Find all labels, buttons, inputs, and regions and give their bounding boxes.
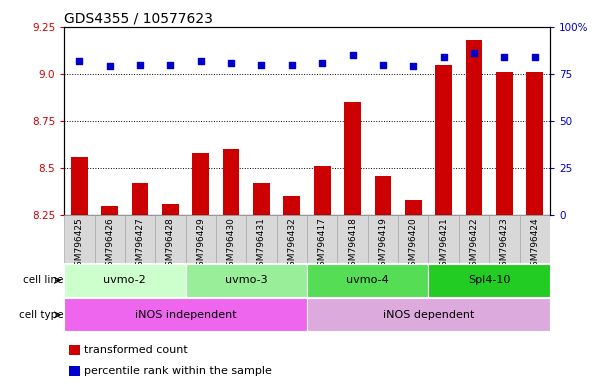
Text: GSM796426: GSM796426 xyxy=(105,217,114,272)
Bar xyxy=(307,264,428,297)
Text: uvmo-2: uvmo-2 xyxy=(103,275,146,285)
Point xyxy=(530,54,540,60)
Text: GSM796432: GSM796432 xyxy=(287,217,296,272)
Bar xyxy=(101,205,118,215)
Bar xyxy=(95,215,125,263)
Bar xyxy=(186,215,216,263)
Bar xyxy=(368,215,398,263)
Bar xyxy=(64,298,307,331)
Text: Spl4-10: Spl4-10 xyxy=(468,275,510,285)
Bar xyxy=(428,264,550,297)
Text: GSM796417: GSM796417 xyxy=(318,217,327,272)
Text: uvmo-3: uvmo-3 xyxy=(225,275,268,285)
Bar xyxy=(375,175,391,215)
Point xyxy=(469,50,479,56)
Point xyxy=(499,54,509,60)
Bar xyxy=(69,345,79,355)
Bar xyxy=(246,215,277,263)
Point xyxy=(317,60,327,66)
Text: cell type: cell type xyxy=(19,310,64,320)
Point xyxy=(287,61,297,68)
Text: GSM796431: GSM796431 xyxy=(257,217,266,272)
Bar xyxy=(69,366,79,376)
Text: uvmo-4: uvmo-4 xyxy=(346,275,389,285)
Bar xyxy=(162,204,179,215)
Bar xyxy=(284,196,300,215)
Bar xyxy=(192,153,209,215)
Bar xyxy=(489,215,519,263)
Text: GSM796420: GSM796420 xyxy=(409,217,418,272)
Text: GSM796425: GSM796425 xyxy=(75,217,84,272)
Text: GSM796419: GSM796419 xyxy=(378,217,387,272)
Point xyxy=(439,54,448,60)
Bar xyxy=(519,215,550,263)
Text: GSM796429: GSM796429 xyxy=(196,217,205,272)
Point xyxy=(348,52,357,58)
Point xyxy=(408,63,418,70)
Bar xyxy=(466,40,482,215)
Bar xyxy=(307,215,337,263)
Text: percentile rank within the sample: percentile rank within the sample xyxy=(84,366,271,376)
Text: GSM796430: GSM796430 xyxy=(227,217,236,272)
Text: GSM796428: GSM796428 xyxy=(166,217,175,272)
Point xyxy=(226,60,236,66)
Bar xyxy=(405,200,422,215)
Text: cell line: cell line xyxy=(23,275,64,285)
Point xyxy=(105,63,115,70)
Text: GDS4355 / 10577623: GDS4355 / 10577623 xyxy=(64,12,213,26)
Point xyxy=(196,58,206,64)
Bar xyxy=(155,215,186,263)
Bar xyxy=(132,183,148,215)
Point xyxy=(135,61,145,68)
Bar xyxy=(526,72,543,215)
Bar xyxy=(496,72,513,215)
Bar xyxy=(307,298,550,331)
Point xyxy=(378,61,388,68)
Bar xyxy=(216,215,246,263)
Text: GSM796422: GSM796422 xyxy=(469,217,478,272)
Bar xyxy=(223,149,240,215)
Bar xyxy=(428,215,459,263)
Bar xyxy=(71,157,88,215)
Bar xyxy=(314,166,331,215)
Text: GSM796423: GSM796423 xyxy=(500,217,509,272)
Text: GSM796427: GSM796427 xyxy=(136,217,145,272)
Bar xyxy=(435,65,452,215)
Point xyxy=(166,61,175,68)
Bar xyxy=(125,215,155,263)
Point xyxy=(257,61,266,68)
Text: GSM796421: GSM796421 xyxy=(439,217,448,272)
Bar xyxy=(277,215,307,263)
Text: transformed count: transformed count xyxy=(84,345,188,355)
Text: iNOS dependent: iNOS dependent xyxy=(382,310,474,320)
Bar xyxy=(344,102,361,215)
Text: GSM796424: GSM796424 xyxy=(530,217,540,272)
Bar xyxy=(337,215,368,263)
Text: GSM796418: GSM796418 xyxy=(348,217,357,272)
Bar xyxy=(253,183,270,215)
Bar xyxy=(64,215,95,263)
Text: iNOS independent: iNOS independent xyxy=(135,310,236,320)
Bar xyxy=(186,264,307,297)
Bar xyxy=(64,264,186,297)
Bar xyxy=(398,215,428,263)
Bar xyxy=(459,215,489,263)
Point xyxy=(75,58,84,64)
